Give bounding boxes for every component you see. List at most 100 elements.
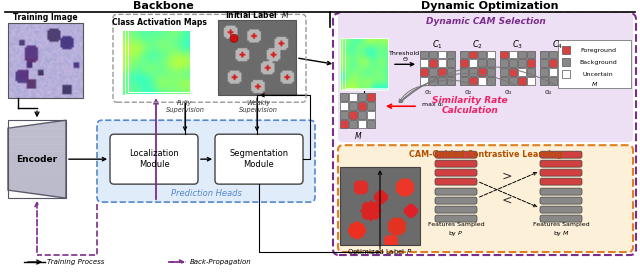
FancyBboxPatch shape xyxy=(435,215,477,222)
Bar xyxy=(527,69,535,76)
Bar xyxy=(420,69,428,76)
Bar xyxy=(540,78,548,85)
Bar xyxy=(478,78,486,85)
Bar xyxy=(340,38,388,90)
Bar xyxy=(460,50,468,58)
Bar xyxy=(345,38,388,88)
Bar xyxy=(518,78,526,85)
Bar xyxy=(358,120,366,128)
Bar xyxy=(438,69,446,76)
Bar xyxy=(558,50,566,58)
Text: CAM-Guided Contrastive Learning: CAM-Guided Contrastive Learning xyxy=(409,150,562,159)
Bar xyxy=(469,78,477,85)
Text: Class Activation Maps: Class Activation Maps xyxy=(111,18,207,27)
Bar xyxy=(460,78,468,85)
Bar xyxy=(358,102,366,110)
Bar xyxy=(349,94,357,101)
FancyBboxPatch shape xyxy=(540,206,582,213)
Bar xyxy=(540,59,548,67)
Text: Similarity Rate
Calculation: Similarity Rate Calculation xyxy=(432,95,508,115)
Bar xyxy=(429,69,437,76)
Bar xyxy=(469,59,477,67)
Bar xyxy=(429,50,437,58)
Bar xyxy=(527,59,535,67)
Bar xyxy=(342,38,388,89)
Bar xyxy=(558,78,566,85)
Bar xyxy=(567,78,575,85)
Bar xyxy=(500,69,508,76)
Bar xyxy=(549,69,557,76)
FancyBboxPatch shape xyxy=(435,188,477,195)
Bar xyxy=(349,102,357,110)
Bar xyxy=(567,69,575,76)
Text: Dynamic Optimization: Dynamic Optimization xyxy=(421,1,559,11)
FancyBboxPatch shape xyxy=(540,215,582,222)
Bar xyxy=(367,111,375,119)
Bar xyxy=(340,167,420,245)
Bar xyxy=(549,50,557,58)
Text: $C_2$: $C_2$ xyxy=(472,38,483,51)
Bar xyxy=(460,69,468,76)
Bar xyxy=(358,111,366,119)
Bar xyxy=(500,78,508,85)
Bar xyxy=(562,70,570,78)
Bar xyxy=(558,59,566,67)
Text: Features Sampled
by $M$: Features Sampled by $M$ xyxy=(532,223,589,238)
Text: Initial Label  $M$: Initial Label $M$ xyxy=(225,9,289,20)
FancyBboxPatch shape xyxy=(435,151,477,158)
Bar xyxy=(478,50,486,58)
Text: $M$: $M$ xyxy=(354,130,362,141)
Bar xyxy=(562,46,570,54)
Bar xyxy=(500,50,508,58)
Bar xyxy=(420,50,428,58)
Bar xyxy=(540,69,548,76)
FancyBboxPatch shape xyxy=(338,145,633,252)
Bar xyxy=(345,38,388,88)
Bar xyxy=(540,50,548,58)
Bar xyxy=(340,120,348,128)
Text: $C_3$: $C_3$ xyxy=(512,38,523,51)
FancyBboxPatch shape xyxy=(435,160,477,167)
Text: Optimized Label $P$: Optimized Label $P$ xyxy=(348,247,413,257)
Bar xyxy=(478,59,486,67)
Bar xyxy=(447,69,455,76)
Bar xyxy=(527,50,535,58)
FancyBboxPatch shape xyxy=(435,206,477,213)
Text: Uncertain: Uncertain xyxy=(582,72,613,77)
Text: $C_4$: $C_4$ xyxy=(552,38,563,51)
FancyBboxPatch shape xyxy=(540,151,582,158)
Bar xyxy=(518,59,526,67)
Bar xyxy=(447,50,455,58)
Text: Threshold
Θ: Threshold Θ xyxy=(389,51,420,62)
FancyBboxPatch shape xyxy=(540,169,582,176)
Bar xyxy=(487,69,495,76)
Bar xyxy=(487,50,495,58)
Bar xyxy=(342,38,388,89)
Text: Training Image: Training Image xyxy=(13,13,78,22)
Bar xyxy=(8,120,66,198)
Bar xyxy=(469,69,477,76)
Text: Weakly
Supervision: Weakly Supervision xyxy=(239,100,278,113)
Bar xyxy=(487,78,495,85)
Bar xyxy=(447,59,455,67)
Text: Encoder: Encoder xyxy=(17,155,58,164)
Bar xyxy=(518,50,526,58)
FancyBboxPatch shape xyxy=(338,12,633,142)
Bar xyxy=(349,120,357,128)
Text: $M$: $M$ xyxy=(591,80,598,88)
FancyBboxPatch shape xyxy=(97,120,315,202)
Text: α₃: α₃ xyxy=(504,89,512,95)
Bar xyxy=(420,59,428,67)
Bar xyxy=(509,50,517,58)
Bar xyxy=(438,59,446,67)
Text: Foreground: Foreground xyxy=(580,48,616,53)
Bar xyxy=(367,120,375,128)
FancyBboxPatch shape xyxy=(435,169,477,176)
Bar xyxy=(558,40,631,88)
Bar xyxy=(429,59,437,67)
Bar xyxy=(478,69,486,76)
Bar xyxy=(438,78,446,85)
Bar xyxy=(469,50,477,58)
Bar xyxy=(420,78,428,85)
Bar xyxy=(358,94,366,101)
